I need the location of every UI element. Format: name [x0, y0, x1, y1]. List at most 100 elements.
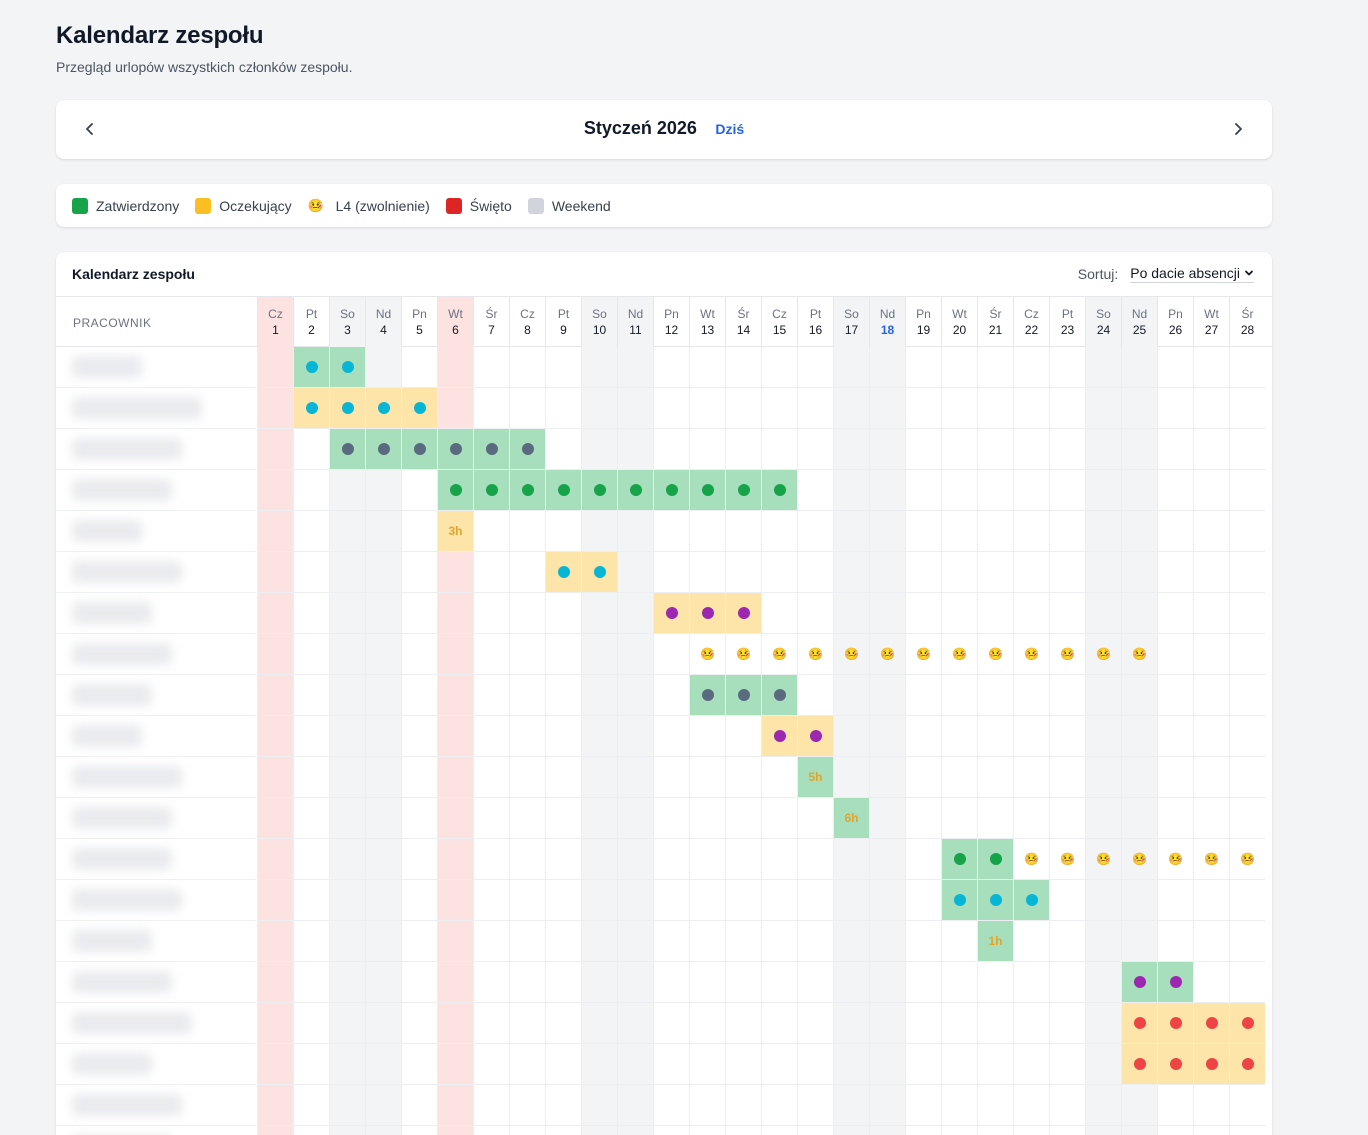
day-cell[interactable] [365, 757, 401, 798]
day-cell[interactable] [1121, 347, 1157, 388]
day-cell[interactable] [689, 1126, 725, 1135]
day-cell[interactable] [1121, 1126, 1157, 1135]
day-cell[interactable] [1121, 1044, 1157, 1085]
day-cell[interactable] [473, 593, 509, 634]
day-cell[interactable] [1193, 880, 1229, 921]
day-cell[interactable] [905, 1003, 941, 1044]
day-cell[interactable] [257, 634, 293, 675]
day-cell[interactable] [509, 511, 545, 552]
day-cell[interactable] [905, 511, 941, 552]
day-cell[interactable] [1193, 716, 1229, 757]
day-cell[interactable] [1013, 511, 1049, 552]
day-cell[interactable] [941, 716, 977, 757]
day-cell[interactable] [725, 511, 761, 552]
day-cell[interactable] [401, 798, 437, 839]
day-cell[interactable] [509, 429, 545, 470]
day-cell[interactable] [869, 347, 905, 388]
day-cell[interactable] [653, 388, 689, 429]
day-cell[interactable] [833, 962, 869, 1003]
day-cell[interactable] [1085, 511, 1121, 552]
day-cell[interactable] [941, 921, 977, 962]
day-cell[interactable] [617, 716, 653, 757]
day-cell[interactable] [437, 1003, 473, 1044]
day-cell[interactable] [833, 593, 869, 634]
day-cell[interactable] [1229, 634, 1265, 675]
day-cell[interactable] [1049, 1126, 1085, 1135]
day-cell[interactable] [401, 347, 437, 388]
day-cell[interactable] [797, 1003, 833, 1044]
day-cell[interactable] [689, 388, 725, 429]
day-cell[interactable] [1013, 798, 1049, 839]
day-cell[interactable] [1049, 552, 1085, 593]
day-cell[interactable] [941, 347, 977, 388]
day-cell[interactable] [365, 552, 401, 593]
day-cell[interactable] [1013, 1044, 1049, 1085]
day-cell[interactable] [473, 757, 509, 798]
day-cell[interactable] [797, 429, 833, 470]
day-cell[interactable] [545, 1085, 581, 1126]
day-cell[interactable] [905, 388, 941, 429]
day-cell[interactable] [725, 839, 761, 880]
day-cell[interactable] [1229, 675, 1265, 716]
day-cell[interactable] [905, 429, 941, 470]
day-cell[interactable] [1121, 470, 1157, 511]
day-cell[interactable] [581, 921, 617, 962]
day-cell[interactable] [1157, 388, 1193, 429]
day-cell[interactable] [293, 757, 329, 798]
day-cell[interactable] [833, 880, 869, 921]
day-cell[interactable] [977, 1003, 1013, 1044]
day-cell[interactable] [473, 962, 509, 1003]
day-cell[interactable] [1049, 1085, 1085, 1126]
day-cell[interactable] [257, 552, 293, 593]
day-cell[interactable] [365, 962, 401, 1003]
day-cell[interactable] [1157, 1126, 1193, 1135]
day-cell[interactable] [329, 798, 365, 839]
day-cell[interactable] [257, 470, 293, 511]
day-cell[interactable] [365, 470, 401, 511]
day-cell[interactable] [833, 757, 869, 798]
day-cell[interactable] [1049, 347, 1085, 388]
day-cell[interactable] [797, 716, 833, 757]
day-cell[interactable] [617, 1085, 653, 1126]
day-cell[interactable] [869, 921, 905, 962]
day-cell[interactable] [1157, 716, 1193, 757]
day-cell[interactable] [437, 429, 473, 470]
day-cell[interactable] [689, 1003, 725, 1044]
day-cell[interactable] [257, 757, 293, 798]
day-cell[interactable] [1157, 962, 1193, 1003]
day-cell[interactable] [833, 675, 869, 716]
day-cell[interactable] [617, 798, 653, 839]
day-cell[interactable] [329, 388, 365, 429]
day-cell[interactable] [653, 716, 689, 757]
day-cell[interactable] [941, 1126, 977, 1135]
day-cell[interactable] [293, 1085, 329, 1126]
day-cell[interactable] [1229, 347, 1265, 388]
day-cell[interactable] [473, 675, 509, 716]
day-cell[interactable] [401, 1126, 437, 1135]
day-cell[interactable] [257, 511, 293, 552]
day-cell[interactable] [1013, 1126, 1049, 1135]
day-cell[interactable] [941, 1044, 977, 1085]
day-cell[interactable] [1157, 1085, 1193, 1126]
today-button[interactable]: Dziś [715, 121, 745, 137]
day-cell[interactable] [797, 511, 833, 552]
day-cell[interactable] [1085, 552, 1121, 593]
day-cell[interactable] [689, 593, 725, 634]
day-cell[interactable] [401, 429, 437, 470]
day-cell[interactable] [1085, 716, 1121, 757]
day-cell[interactable] [329, 429, 365, 470]
day-cell[interactable] [725, 1126, 761, 1135]
day-cell[interactable] [761, 593, 797, 634]
day-cell[interactable] [1013, 593, 1049, 634]
day-cell[interactable] [365, 839, 401, 880]
day-cell[interactable] [365, 675, 401, 716]
day-cell[interactable] [1085, 757, 1121, 798]
day-cell[interactable] [653, 593, 689, 634]
day-cell[interactable] [1229, 1003, 1265, 1044]
day-cell[interactable] [653, 839, 689, 880]
day-cell[interactable] [725, 552, 761, 593]
day-cell[interactable] [437, 757, 473, 798]
day-cell[interactable] [581, 347, 617, 388]
day-cell[interactable] [1121, 962, 1157, 1003]
day-cell[interactable] [1121, 552, 1157, 593]
